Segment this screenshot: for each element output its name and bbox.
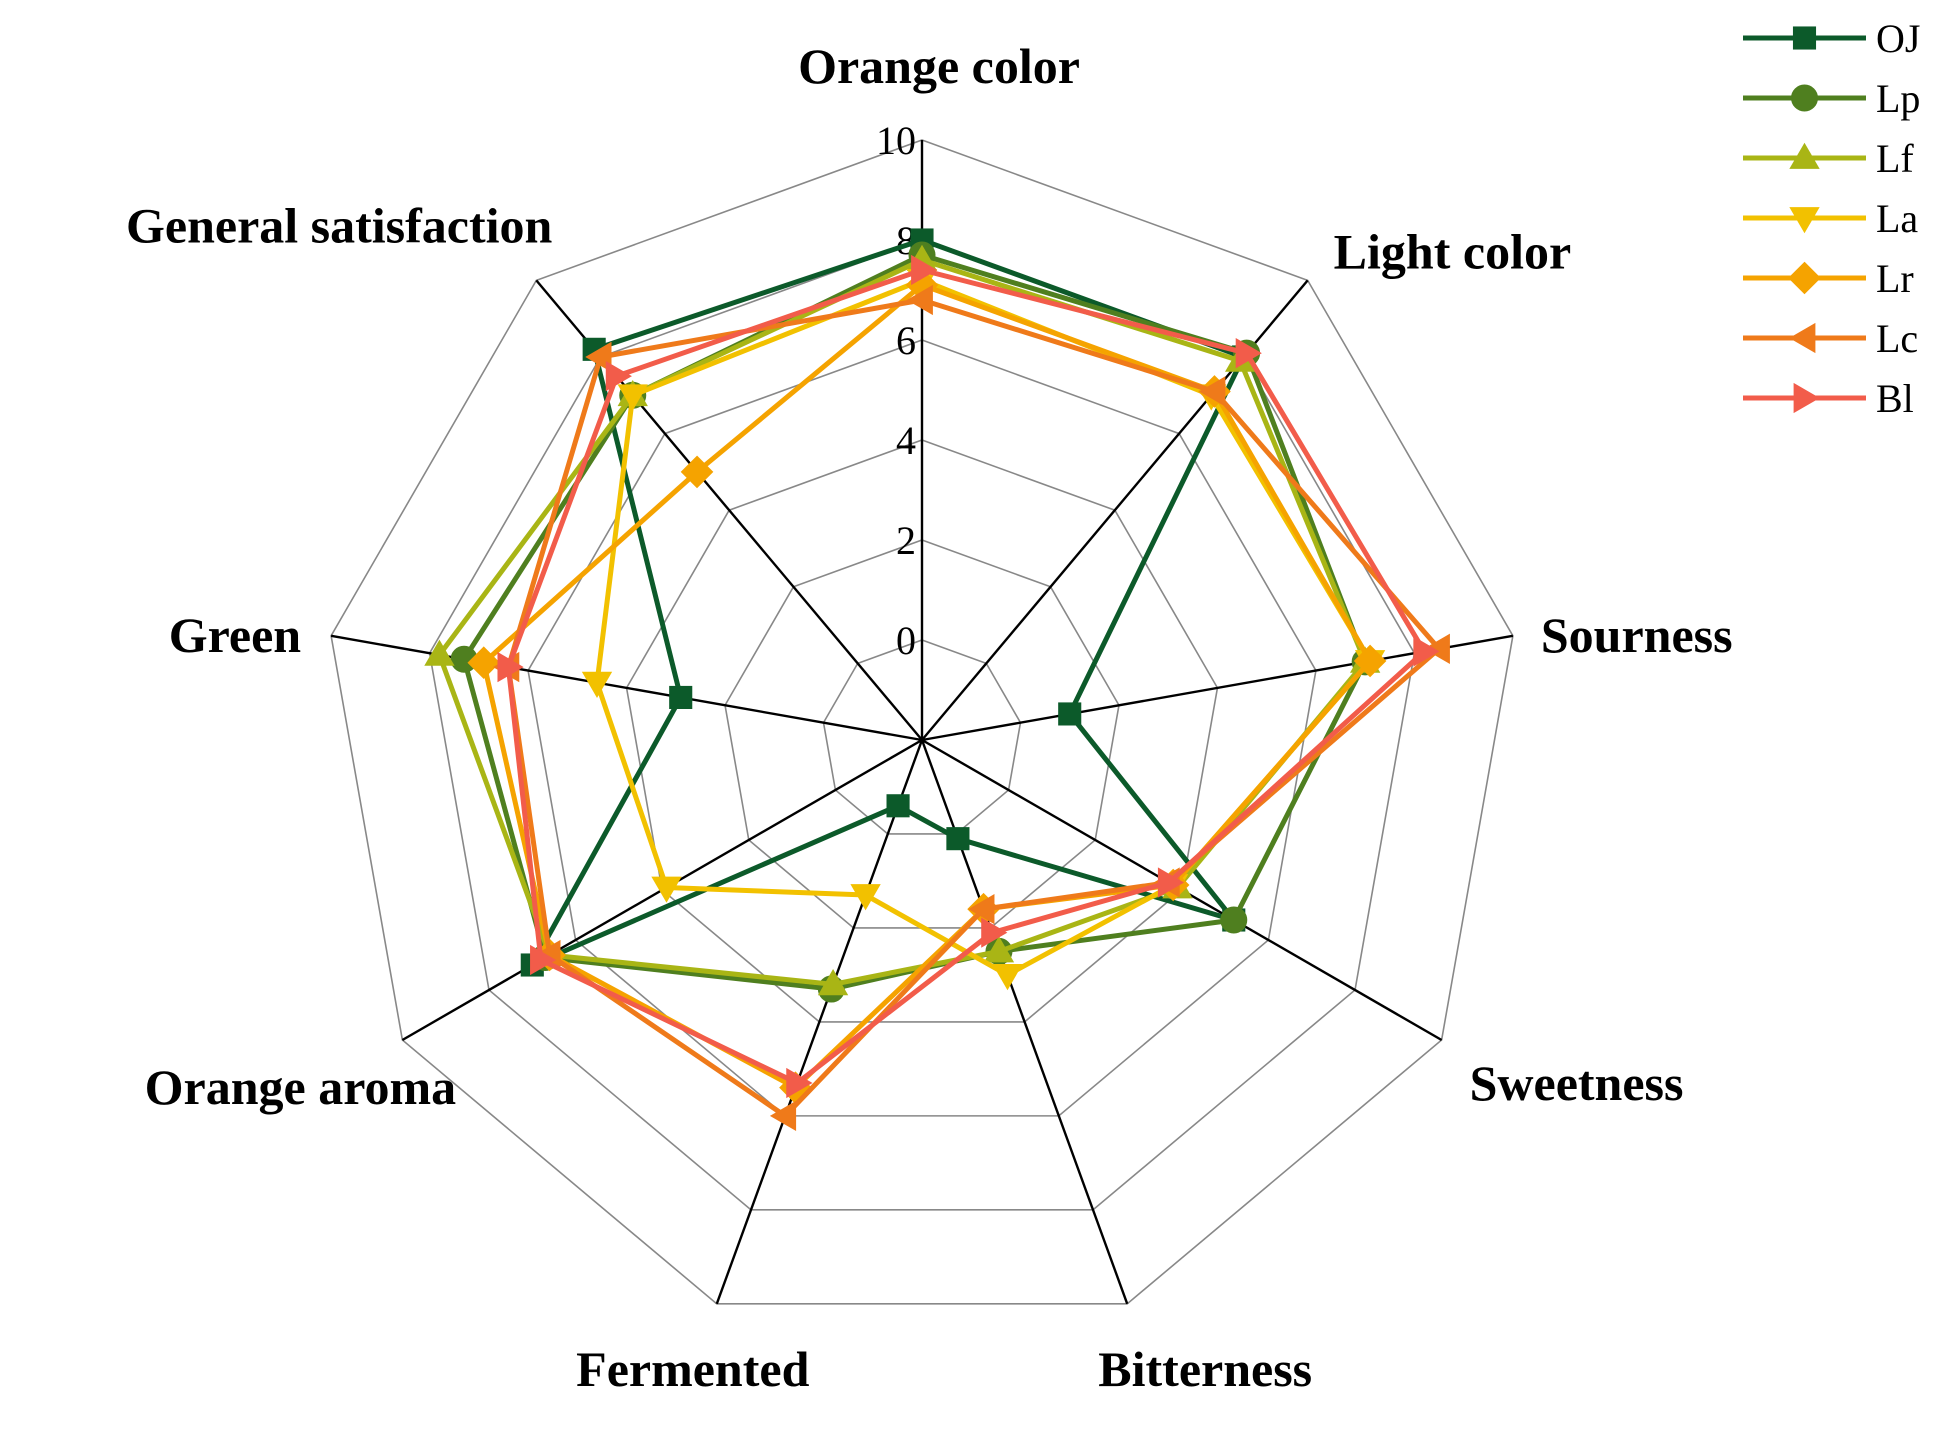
spoke-fermented: [715, 739, 924, 1305]
point-bl-sweetness: [1157, 867, 1185, 898]
point-lc-fermented: [769, 1100, 797, 1132]
point-bl-green: [497, 651, 524, 683]
point-bl-sourness: [1413, 636, 1440, 667]
point-lf-bitterness: [983, 936, 1015, 963]
legend-item-lp: Lp: [1743, 76, 1920, 121]
legend-label-lr: Lr: [1876, 256, 1914, 301]
legend-item-oj: OJ: [1743, 16, 1920, 61]
point-la-green: [581, 671, 613, 698]
point-bl-orange-color: [911, 254, 938, 286]
legend-label-lf: Lf: [1876, 136, 1914, 181]
tick-label-6: 6: [896, 318, 916, 363]
radar-grid: [330, 139, 1514, 1305]
legend-item-bl: Bl: [1743, 376, 1914, 421]
point-bl-general-satisfaction: [605, 360, 632, 392]
legend-item-lc: Lc: [1743, 316, 1918, 361]
tick-label-2: 2: [896, 518, 916, 563]
axis-label-bitterness: Bitterness: [1098, 1341, 1312, 1397]
axis-label-general-satisfaction: General satisfaction: [126, 197, 553, 253]
point-lf-fermented: [817, 969, 849, 996]
series-line-bl: [505, 267, 1427, 1086]
legend-marker-bl: [1793, 382, 1820, 414]
legend-marker-la: [1789, 207, 1820, 234]
grid-ring-10: [330, 139, 1514, 1305]
series-bl: [497, 254, 1440, 1099]
point-lf-green: [424, 639, 455, 666]
axis-label-sweetness: Sweetness: [1470, 1055, 1684, 1111]
point-lc-orange-color: [906, 284, 933, 316]
point-lc-bitterness: [968, 893, 995, 925]
grid-ring-8: [428, 239, 1416, 1211]
legend-label-lc: Lc: [1876, 316, 1918, 361]
series-line-lc: [505, 297, 1442, 1119]
legend-marker-lp: [1791, 84, 1818, 112]
axis-label-light-color: Light color: [1334, 223, 1571, 279]
point-bl-bitterness: [981, 917, 1008, 948]
legend-label-bl: Bl: [1876, 376, 1914, 421]
point-bl-orange-aroma: [530, 944, 557, 976]
point-la-orange-aroma: [651, 876, 682, 903]
tick-label-10: 10: [876, 118, 916, 163]
axis-label-green: Green: [169, 607, 302, 663]
point-oj-green: [669, 685, 693, 710]
legend-item-lf: Lf: [1743, 136, 1914, 181]
point-oj-bitterness: [946, 827, 970, 851]
tick-label-4: 4: [896, 418, 916, 463]
axis-label-fermented: Fermented: [576, 1341, 809, 1397]
point-lc-sourness: [1423, 633, 1450, 665]
grid-ring-0: [822, 639, 1022, 835]
legend-item-la: La: [1743, 196, 1918, 241]
grid-ring-4: [625, 439, 1219, 1023]
point-lr-green: [467, 646, 501, 680]
point-bl-fermented: [786, 1067, 813, 1099]
legend-item-lr: Lr: [1743, 256, 1914, 301]
series-line-la: [594, 277, 1373, 978]
series-line-lr: [481, 282, 1373, 1091]
spoke-green: [330, 634, 923, 742]
point-bl-light-color: [1235, 337, 1262, 369]
point-oj-fermented: [886, 794, 910, 818]
legend-label-oj: OJ: [1876, 16, 1920, 61]
series-oj: [520, 228, 1255, 977]
legend-marker-oj: [1792, 26, 1817, 50]
point-lc-general-satisfaction: [585, 341, 612, 373]
point-lp-sweetness: [1220, 906, 1248, 934]
point-lr-general-satisfaction: [680, 455, 714, 489]
axis-label-orange-aroma: Orange aroma: [145, 1059, 457, 1115]
series-line-lf: [436, 257, 1368, 987]
legend-label-lp: Lp: [1876, 76, 1920, 121]
legend-marker-lf: [1789, 142, 1820, 169]
axis-label-sourness: Sourness: [1541, 607, 1733, 663]
point-la-fermented: [850, 884, 881, 911]
data-series: [424, 228, 1450, 1132]
legend-marker-lr: [1788, 261, 1821, 295]
point-oj-sourness: [1058, 702, 1082, 726]
tick-label-0: 0: [896, 618, 916, 663]
point-la-general-satisfaction: [617, 384, 648, 411]
point-lr-sourness: [1353, 644, 1387, 678]
point-lc-light-color: [1199, 376, 1226, 407]
legend-label-la: La: [1876, 196, 1918, 241]
legend: OJ Lp Lf La Lr Lc Bl: [1743, 16, 1920, 421]
axis-labels: Orange color Light color Sourness Sweetness…: [126, 38, 1733, 1397]
legend-marker-lc: [1789, 322, 1816, 354]
point-la-bitterness: [992, 964, 1023, 991]
axis-label-orange-color: Orange color: [798, 38, 1080, 94]
series-la: [581, 269, 1386, 991]
grid-ring-6: [527, 339, 1317, 1117]
